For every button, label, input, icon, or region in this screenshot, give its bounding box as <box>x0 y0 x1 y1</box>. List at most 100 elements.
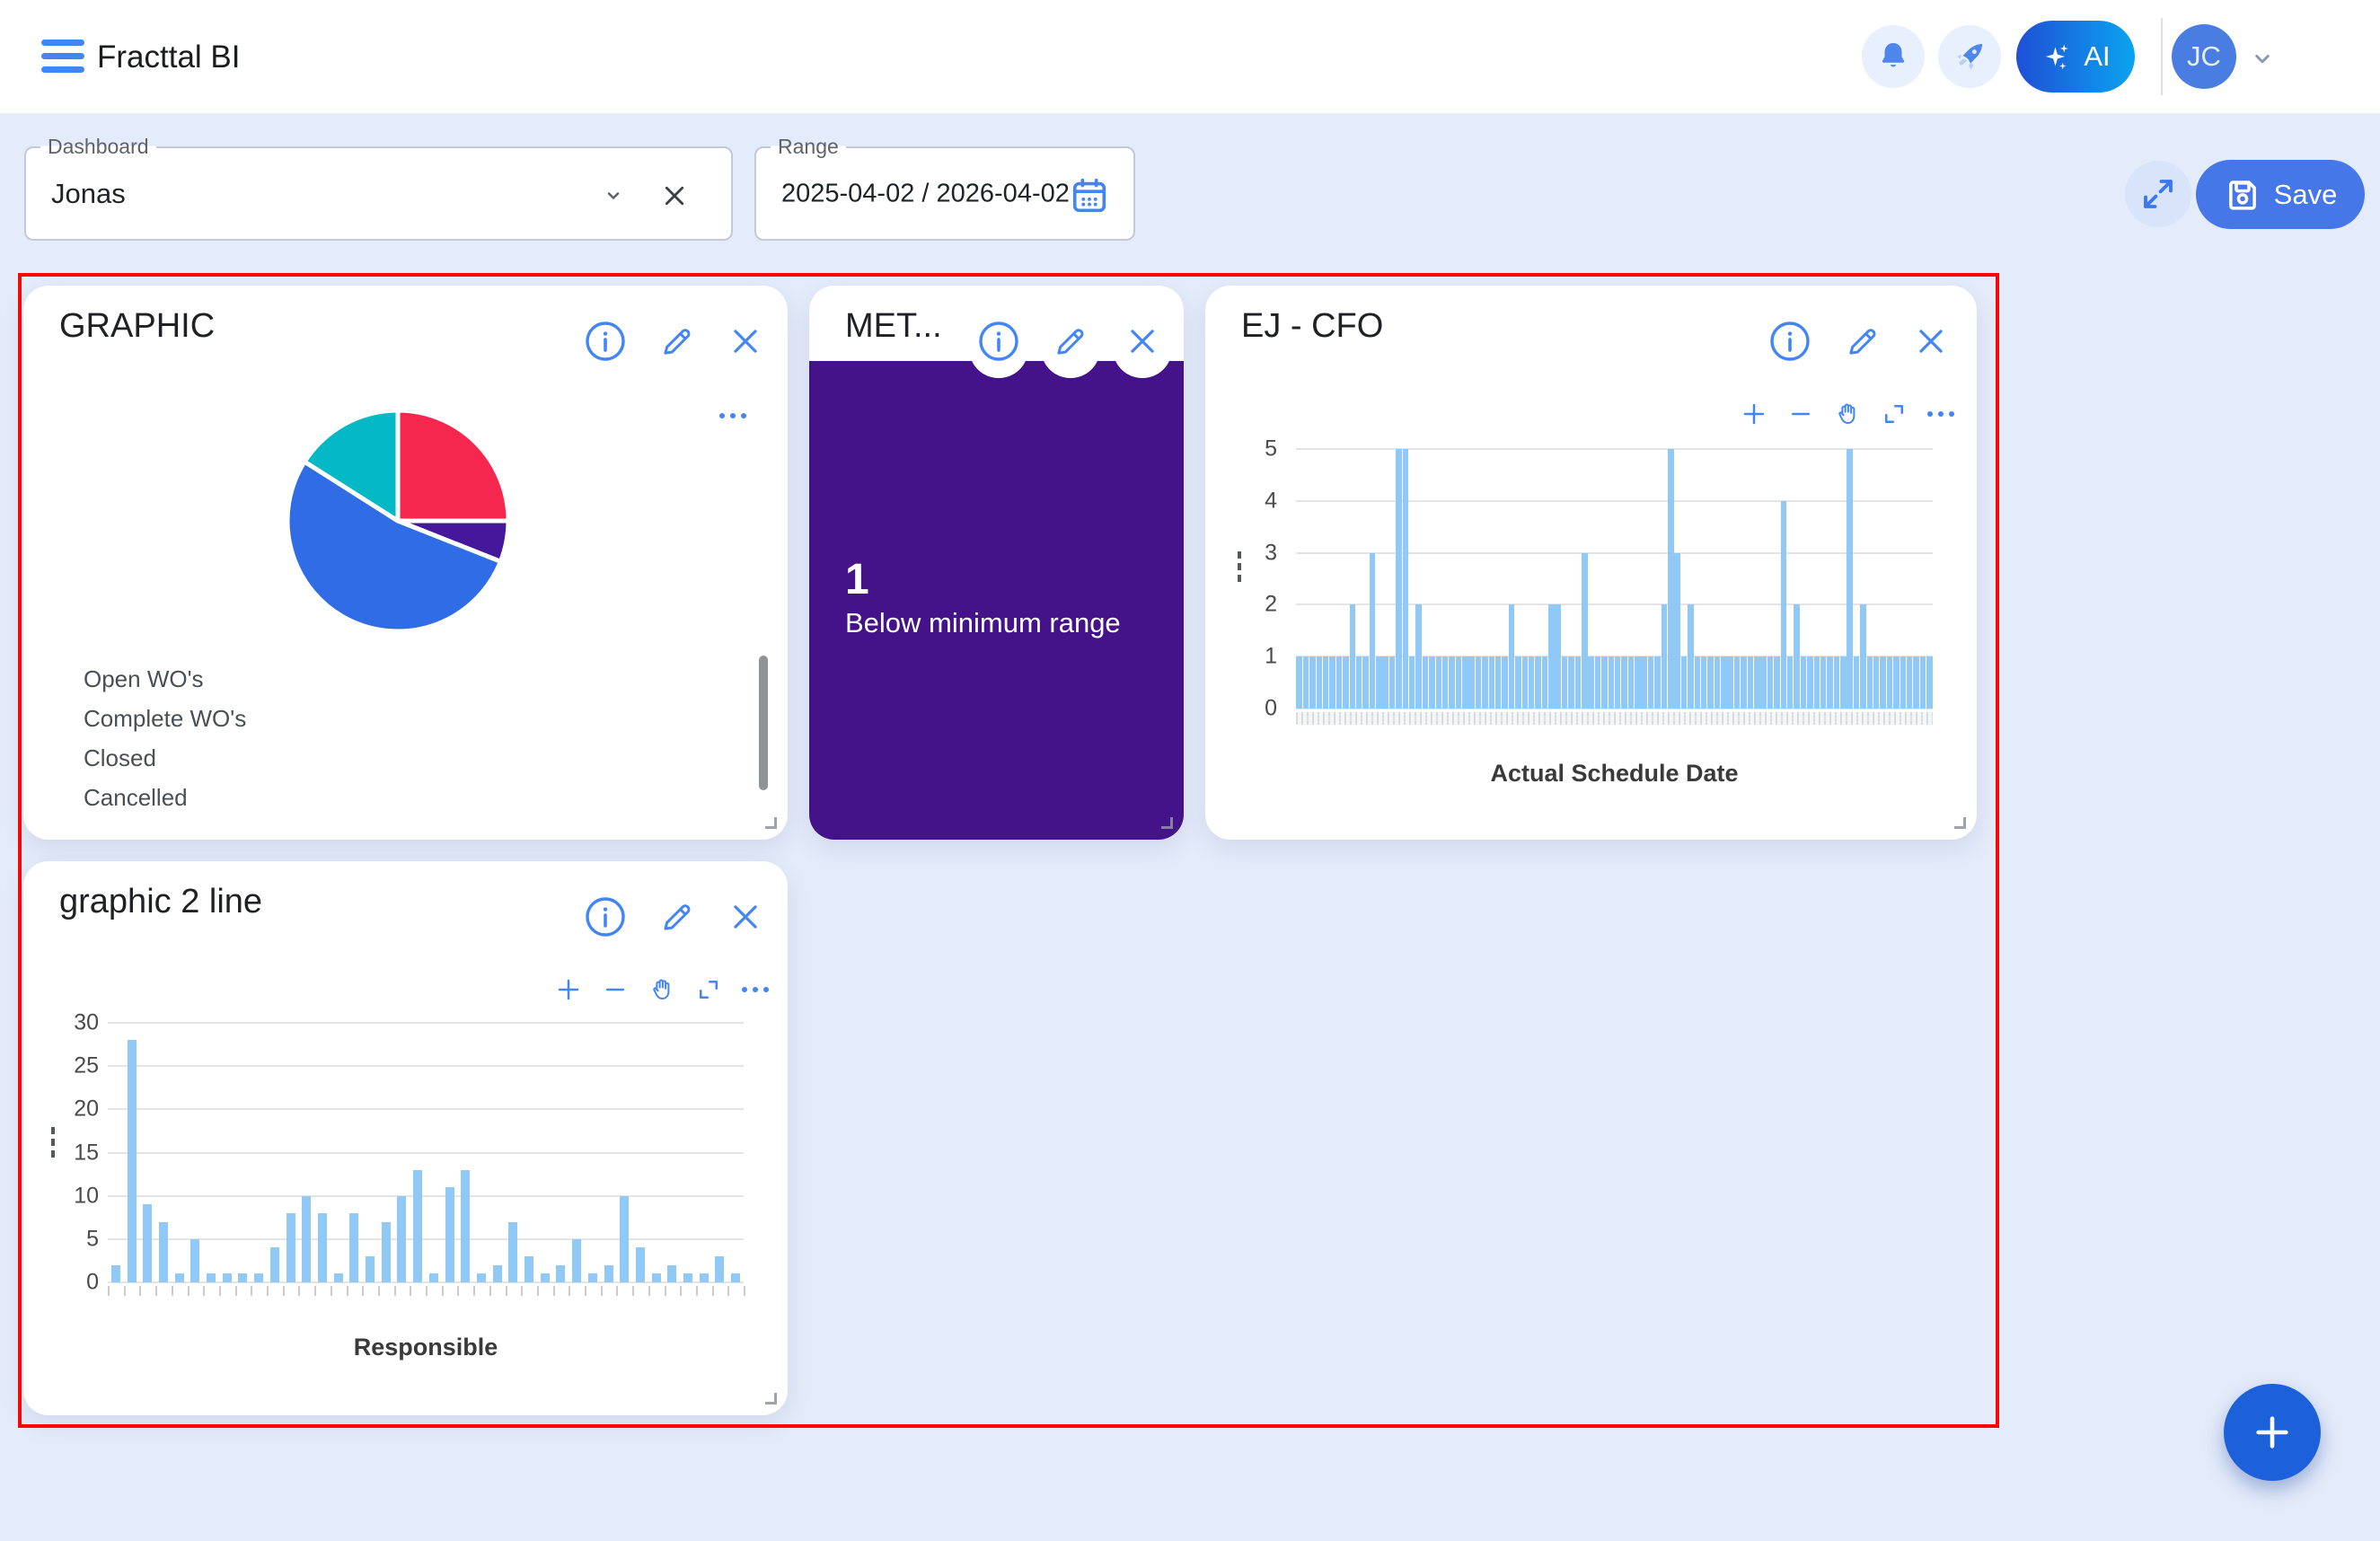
x-axis-ticks <box>108 1286 745 1296</box>
y-axis-label: 25 <box>74 1052 99 1079</box>
bar <box>1733 656 1741 709</box>
bar <box>1614 656 1621 709</box>
edit-button[interactable] <box>1841 320 1884 363</box>
chart-more-button[interactable] <box>719 402 746 429</box>
bar <box>1813 656 1820 709</box>
close-button[interactable] <box>1909 320 1952 363</box>
zoom-out-button[interactable] <box>1787 401 1814 427</box>
x-axis-tick <box>489 1286 491 1296</box>
pan-button[interactable] <box>1834 401 1861 427</box>
add-widget-button[interactable] <box>2224 1384 2321 1481</box>
legend-item[interactable]: Open WO's <box>84 665 204 692</box>
bar <box>651 1273 661 1282</box>
chart-more-button[interactable] <box>1927 401 1954 427</box>
close-button[interactable] <box>724 895 767 938</box>
info-button[interactable] <box>584 320 627 363</box>
zoom-in-button[interactable] <box>1741 401 1767 427</box>
pencil-icon <box>664 904 691 930</box>
dashboard-select[interactable]: Dashboard Jonas <box>24 135 733 241</box>
bar <box>302 1195 312 1282</box>
save-button[interactable]: Save <box>2196 160 2365 229</box>
info-button[interactable] <box>1768 320 1811 363</box>
bar <box>238 1273 248 1282</box>
rocket-button[interactable] <box>1938 25 2001 88</box>
bar <box>1866 656 1873 709</box>
widget-card-graphic2[interactable]: graphic 2 line 0 5 10 15 20 25 30 Responsible <box>23 861 788 1415</box>
bar <box>1767 656 1774 709</box>
edit-button[interactable] <box>656 895 699 938</box>
pie-chart[interactable] <box>279 402 516 639</box>
widget-card-ej-cfo[interactable]: EJ - CFO 0 1 2 3 4 5 Actual Schedule Date <box>1205 286 1977 840</box>
bar <box>1913 656 1919 709</box>
info-button[interactable] <box>977 320 1020 363</box>
bar <box>1654 656 1661 709</box>
range-input[interactable]: Range 2025-04-02 / 2026-04-02 <box>754 135 1135 241</box>
legend-scrollbar[interactable] <box>759 656 768 790</box>
widget-card-metric[interactable]: MET... 1 Below minimum range <box>809 286 1184 840</box>
x-axis-tick <box>123 1286 126 1296</box>
bar <box>1786 656 1794 709</box>
select-chevron-icon[interactable] <box>600 182 627 209</box>
x-axis-tick <box>727 1286 730 1296</box>
pie-slice[interactable] <box>302 408 401 524</box>
gridline <box>1296 656 1933 658</box>
resize-handle[interactable] <box>1161 817 1173 829</box>
pie-slice[interactable] <box>395 408 511 524</box>
legend-item[interactable]: Closed <box>84 744 156 771</box>
avatar[interactable]: JC <box>2172 24 2236 89</box>
bar <box>143 1204 153 1282</box>
bar <box>1329 656 1335 709</box>
edit-button[interactable] <box>1049 320 1092 363</box>
calendar-icon[interactable] <box>1069 175 1110 216</box>
zoom-in-button[interactable] <box>555 976 582 1003</box>
drag-handle[interactable] <box>1238 551 1241 582</box>
info-button[interactable] <box>584 895 627 938</box>
save-icon <box>2228 180 2256 210</box>
bar <box>1435 656 1442 709</box>
bar <box>1926 656 1933 709</box>
bar <box>1707 656 1714 709</box>
bar <box>1661 604 1668 709</box>
bar <box>1794 604 1800 709</box>
bar <box>1541 656 1548 709</box>
fullscreen-button[interactable] <box>2125 161 2191 227</box>
legend-item[interactable]: Complete WO's <box>84 705 247 732</box>
bar <box>1376 656 1382 709</box>
ai-button-label: AI <box>2084 40 2111 72</box>
bar <box>1727 656 1733 709</box>
clear-icon[interactable] <box>657 179 692 213</box>
select-zoom-button[interactable] <box>695 976 722 1003</box>
x-axis-tick <box>139 1286 142 1296</box>
resize-handle[interactable] <box>1954 817 1966 829</box>
pan-button[interactable] <box>648 976 675 1003</box>
widget-card-graphic[interactable]: GRAPHIC Open WO's Complete WO's Closed Canc… <box>23 286 788 840</box>
pie-slice[interactable] <box>285 459 503 634</box>
x-axis-tick <box>393 1286 396 1296</box>
ai-button[interactable]: AI <box>2016 21 2135 92</box>
chart-more-button[interactable] <box>742 976 769 1003</box>
menu-icon[interactable] <box>41 40 84 75</box>
x-axis-title: Actual Schedule Date <box>1490 760 1739 787</box>
bar <box>1408 656 1415 709</box>
bar-chart[interactable] <box>1296 448 1933 709</box>
bar <box>1568 656 1574 709</box>
bar-chart[interactable] <box>108 1022 744 1283</box>
gridline <box>1296 708 1933 709</box>
legend-item[interactable]: Cancelled <box>84 784 188 811</box>
zoom-out-button[interactable] <box>602 976 629 1003</box>
bar <box>508 1221 518 1282</box>
pencil-icon <box>1057 329 1084 355</box>
chevron-down-icon[interactable] <box>2249 45 2276 72</box>
select-zoom-button[interactable] <box>1881 401 1908 427</box>
close-button[interactable] <box>724 320 767 363</box>
resize-handle[interactable] <box>765 1393 777 1405</box>
close-button[interactable] <box>1121 320 1164 363</box>
info-icon <box>586 321 625 361</box>
x-axis-tick <box>569 1286 571 1296</box>
bar <box>1582 552 1588 709</box>
drag-handle[interactable] <box>51 1127 55 1158</box>
resize-handle[interactable] <box>765 817 777 829</box>
notifications-button[interactable] <box>1862 25 1925 88</box>
edit-button[interactable] <box>656 320 699 363</box>
bar <box>317 1212 327 1282</box>
